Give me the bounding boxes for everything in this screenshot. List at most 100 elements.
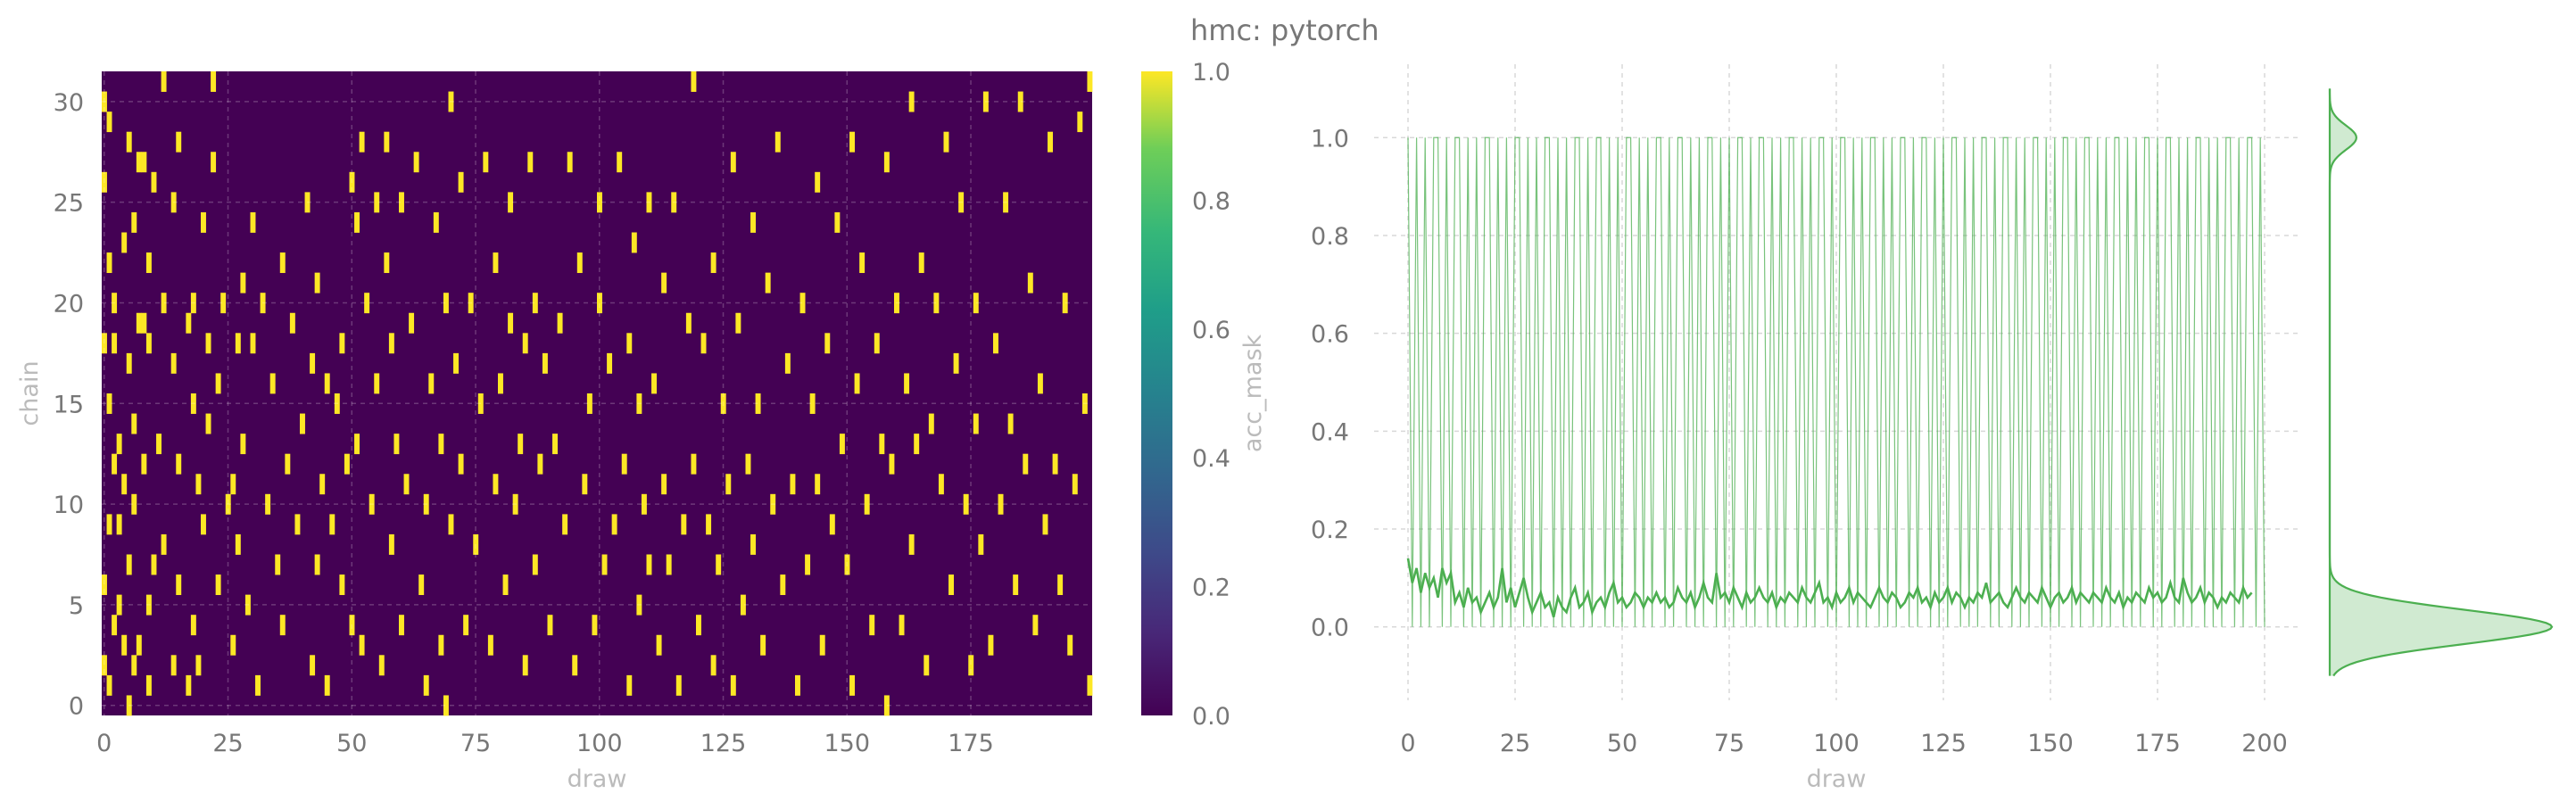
heatmap-cell: [102, 171, 107, 193]
heatmap-cell: [493, 474, 499, 495]
heatmap-cell: [567, 152, 573, 173]
heatmap-cell: [393, 434, 400, 455]
heatmap-cell: [557, 312, 563, 334]
heatmap-cell: [201, 211, 206, 233]
mean-acceptance-line: [1406, 558, 2253, 618]
heatmap-y-tick: 0: [69, 693, 84, 721]
heatmap-x-tick: 25: [212, 730, 243, 757]
heatmap-cell: [572, 655, 578, 676]
heatmap-cell: [607, 352, 613, 374]
heatmap-cell: [809, 393, 816, 414]
heatmap-cell: [819, 634, 825, 656]
heatmap-cell: [438, 434, 444, 455]
heatmap-cell: [195, 474, 202, 495]
colorbar-tick: 0.2: [1192, 574, 1230, 602]
heatmap-cell: [121, 634, 128, 656]
heatmap-cell: [537, 453, 543, 475]
heatmap-cell: [1048, 131, 1053, 153]
heatmap-cell: [161, 533, 167, 555]
heatmap-cell: [186, 312, 192, 334]
heatmap-cells: [102, 71, 1093, 716]
heatmap-cell: [799, 293, 806, 314]
heatmap-cell: [388, 333, 394, 354]
heatmap-cell: [1013, 574, 1019, 596]
heatmap-cell: [136, 312, 142, 334]
heatmap-cell: [374, 192, 380, 213]
trace-series: [1406, 136, 2265, 627]
heatmap-cell: [161, 293, 167, 314]
heatmap-cell: [899, 615, 905, 636]
heatmap-cell: [121, 474, 128, 495]
heatmap-cell: [646, 192, 652, 213]
heatmap-cell: [176, 453, 182, 475]
heatmap-grid: [102, 71, 1092, 715]
heatmap-cell: [260, 293, 266, 314]
heatmap-cell: [938, 474, 944, 495]
heatmap-cell: [136, 634, 142, 656]
heatmap-cell: [106, 252, 112, 274]
trace-x-tick-labels: 0 25 50 75 100 125 150 175 200: [1400, 730, 2287, 757]
heatmap-cell: [121, 232, 128, 253]
heatmap-cell: [255, 674, 261, 696]
heatmap-y-tick: 20: [54, 290, 84, 318]
heatmap-cell: [145, 594, 152, 616]
heatmap-cell: [448, 91, 454, 112]
heatmap-cell: [369, 493, 375, 515]
heatmap-cell: [126, 131, 132, 153]
heatmap-cell: [730, 674, 736, 696]
heatmap-x-tick: 75: [460, 730, 491, 757]
heatmap-cell: [339, 333, 345, 354]
heatmap-cell: [176, 574, 182, 596]
heatmap-cell: [126, 695, 132, 716]
heatmap-cell: [1023, 453, 1029, 475]
trace-x-axis-label: draw: [1807, 765, 1867, 793]
heatmap-cell: [755, 393, 761, 414]
colorbar-tick-labels: 0.0 0.2 0.4 0.6 0.8 1.0: [1192, 59, 1230, 731]
heatmap-cell: [795, 674, 800, 696]
heatmap-cell: [626, 333, 633, 354]
heatmap-cell: [235, 333, 241, 354]
heatmap-cell: [908, 91, 915, 112]
heatmap-y-tick: 15: [54, 391, 84, 418]
heatmap-cell: [735, 312, 741, 334]
trace-y-tick: 0.8: [1311, 223, 1349, 251]
heatmap-cell: [141, 312, 147, 334]
heatmap-cell: [780, 574, 786, 596]
heatmap-cell: [304, 192, 311, 213]
heatmap-cell: [542, 352, 548, 374]
trace-x-tick: 150: [2027, 730, 2074, 757]
heatmap-cell: [1062, 293, 1068, 314]
heatmap-y-tick: 25: [54, 190, 84, 218]
heatmap-cell: [244, 594, 251, 616]
heatmap-cell: [522, 333, 528, 354]
heatmap-cell: [1081, 393, 1088, 414]
heatmap-cell: [145, 674, 152, 696]
heatmap-cell: [790, 474, 796, 495]
heatmap-cell: [448, 514, 454, 535]
heatmap-x-tick: 0: [96, 730, 112, 757]
heatmap-cell: [443, 695, 449, 716]
heatmap-cell: [691, 453, 697, 475]
heatmap-cell: [190, 393, 196, 414]
colorbar-tick: 0.6: [1192, 317, 1230, 344]
heatmap-cell: [641, 493, 647, 515]
heatmap-cell: [131, 655, 137, 676]
trace-x-tick: 25: [1500, 730, 1530, 757]
heatmap-cell: [423, 674, 429, 696]
heatmap-cell: [378, 655, 385, 676]
heatmap-cell: [815, 171, 821, 193]
heatmap-cell: [1087, 674, 1093, 696]
heatmap-cell: [279, 615, 286, 636]
heatmap-cell: [399, 192, 404, 213]
heatmap-cell: [666, 554, 672, 575]
heatmap-cell: [384, 252, 390, 274]
heatmap-cell: [691, 71, 697, 92]
heatmap-cell: [428, 373, 435, 394]
colorbar: 0.0 0.2 0.4 0.6 0.8 1.0 acc_mask: [1141, 59, 1267, 731]
heatmap-cell: [1003, 192, 1009, 213]
heatmap-cell: [854, 373, 860, 394]
colorbar-tick: 0.8: [1192, 187, 1230, 215]
heatmap-cell: [493, 252, 499, 274]
heatmap-cell: [750, 211, 756, 233]
heatmap-cell: [527, 152, 534, 173]
